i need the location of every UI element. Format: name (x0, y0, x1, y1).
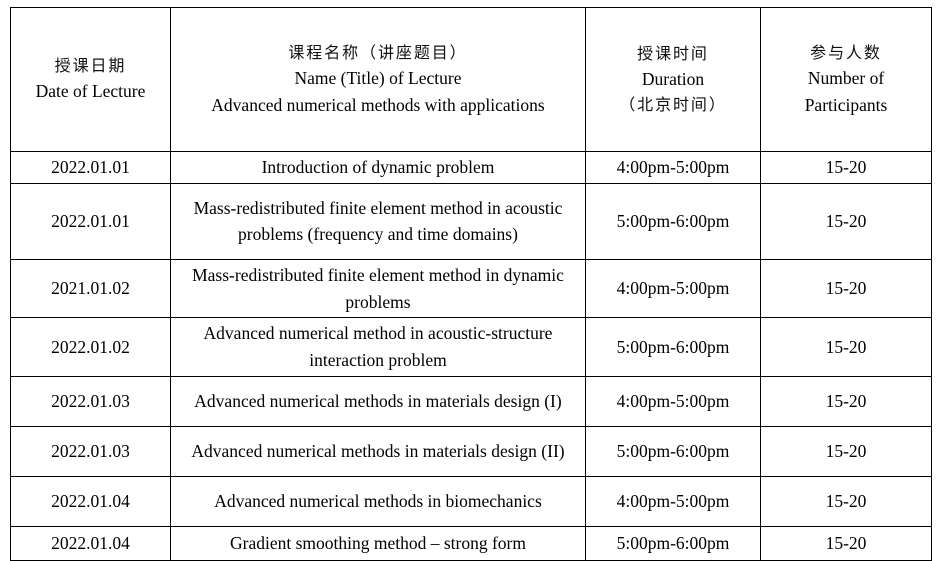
cell-date: 2022.01.04 (10, 525, 171, 561)
cell-date: 2022.01.01 (10, 151, 171, 184)
cell-name: Mass-redistributed finite element method… (170, 258, 586, 319)
cell-name: Advanced numerical methods in biomechani… (170, 475, 586, 527)
cell-participants: 15-20 (760, 375, 932, 427)
column-header-participants-en: Number of Participants (804, 68, 888, 115)
cell-participants: 15-20 (760, 151, 932, 184)
table-row: 2022.01.03 Advanced numerical methods in… (10, 425, 932, 477)
cell-name: Advanced numerical methods in materials … (170, 375, 586, 427)
cell-name: Advanced numerical methods in materials … (170, 425, 586, 477)
cell-duration: 5:00pm-6:00pm (585, 182, 761, 260)
table-row: 2022.01.01 Mass-redistributed finite ele… (10, 182, 932, 260)
table-row: 2022.01.04 Advanced numerical methods in… (10, 475, 932, 527)
column-header-date-en: Date of Lecture (35, 81, 146, 102)
cell-duration: 4:00pm-5:00pm (585, 258, 761, 319)
table-row: 2021.01.02 Mass-redistributed finite ele… (10, 258, 932, 319)
cell-date: 2022.01.03 (10, 375, 171, 427)
cell-date: 2022.01.04 (10, 475, 171, 527)
cell-duration: 4:00pm-5:00pm (585, 475, 761, 527)
cell-participants: 15-20 (760, 258, 932, 319)
cell-date: 2021.01.02 (10, 258, 171, 319)
cell-participants: 15-20 (760, 525, 932, 561)
column-header-participants: 参与人数 Number of Participants (760, 7, 932, 152)
cell-duration: 5:00pm-6:00pm (585, 525, 761, 561)
column-header-name-en: Name (Title) of Lecture (294, 68, 462, 89)
cell-name: Advanced numerical method in acoustic-st… (170, 317, 586, 377)
cell-name: Introduction of dynamic problem (170, 151, 586, 184)
table-row: 2022.01.03 Advanced numerical methods in… (10, 375, 932, 427)
cell-duration: 4:00pm-5:00pm (585, 151, 761, 184)
header-row: 授课日期 Date of Lecture 课程名称（讲座题目） Name (Ti… (10, 7, 932, 152)
column-header-duration-en: Duration (641, 69, 705, 90)
column-header-duration-cn: 授课时间 (637, 44, 709, 64)
table-row: 2022.01.02 Advanced numerical method in … (10, 317, 932, 377)
cell-participants: 15-20 (760, 317, 932, 377)
cell-date: 2022.01.01 (10, 182, 171, 260)
cell-date: 2022.01.03 (10, 425, 171, 477)
column-header-name-cn: 课程名称（讲座题目） (288, 43, 468, 63)
column-header-date: 授课日期 Date of Lecture (10, 7, 171, 152)
cell-name: Mass-redistributed finite element method… (170, 182, 586, 260)
column-header-date-cn: 授课日期 (54, 56, 127, 76)
column-header-duration: 授课时间 Duration （北京时间） (585, 7, 761, 152)
table-row: 2022.01.04 Gradient smoothing method – s… (10, 525, 932, 561)
table-header: 授课日期 Date of Lecture 课程名称（讲座题目） Name (Ti… (10, 7, 932, 152)
cell-date: 2022.01.02 (10, 317, 171, 377)
column-header-participants-cn: 参与人数 (810, 43, 882, 63)
cell-duration: 5:00pm-6:00pm (585, 425, 761, 477)
lecture-schedule-table: 授课日期 Date of Lecture 课程名称（讲座题目） Name (Ti… (10, 7, 932, 561)
column-header-name: 课程名称（讲座题目） Name (Title) of Lecture Advan… (170, 7, 586, 152)
cell-participants: 15-20 (760, 425, 932, 477)
cell-name: Gradient smoothing method – strong form (170, 525, 586, 561)
cell-duration: 4:00pm-5:00pm (585, 375, 761, 427)
column-header-duration-timezone: （北京时间） (619, 94, 727, 114)
cell-duration: 5:00pm-6:00pm (585, 317, 761, 377)
column-header-name-subtitle: Advanced numerical methods with applicat… (211, 94, 545, 115)
cell-participants: 15-20 (760, 475, 932, 527)
table-row: 2022.01.01 Introduction of dynamic probl… (10, 151, 932, 184)
table-body: 2022.01.01 Introduction of dynamic probl… (10, 151, 932, 561)
cell-participants: 15-20 (760, 182, 932, 260)
